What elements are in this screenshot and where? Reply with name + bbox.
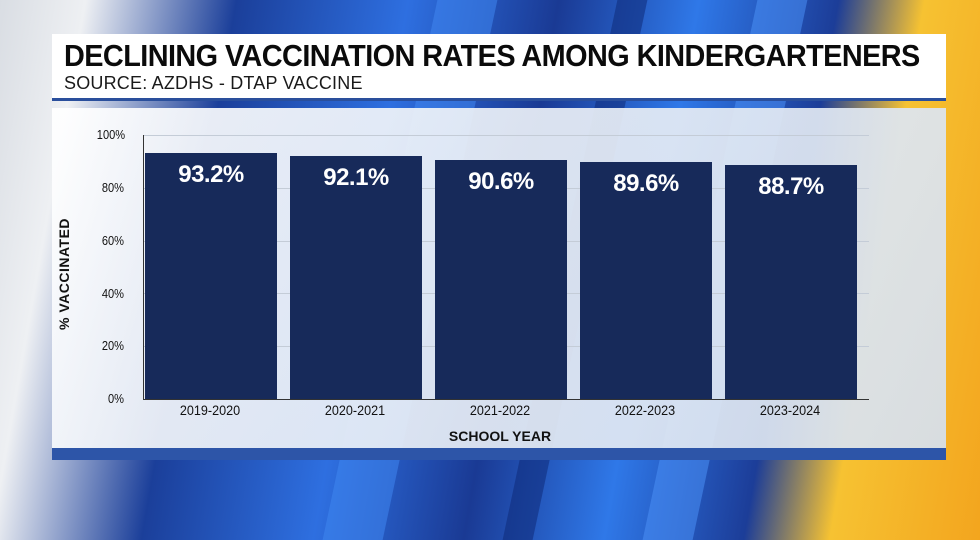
chart-source: SOURCE: AZDHS - DTAP VACCINE xyxy=(64,73,363,93)
bar-value-label: 93.2% xyxy=(178,160,244,188)
x-tick: 2022-2023 xyxy=(614,402,676,418)
x-axis-label: SCHOOL YEAR xyxy=(448,428,552,444)
bar: 90.6% xyxy=(435,159,567,399)
x-tick: 2023-2024 xyxy=(759,402,821,418)
bar-value-label: 88.7% xyxy=(758,172,824,200)
x-tick: 2021-2022 xyxy=(469,402,531,418)
bar: 88.7% xyxy=(725,164,857,399)
title-bar: DECLINING VACCINATION RATES AMONG KINDER… xyxy=(52,34,946,101)
gridline xyxy=(144,135,869,136)
y-tick: 0% xyxy=(108,391,124,406)
x-tick: 2020-2021 xyxy=(324,402,386,418)
bar: 89.6% xyxy=(580,162,712,399)
y-tick: 20% xyxy=(101,338,124,353)
y-tick: 80% xyxy=(101,180,124,195)
bar-value-label: 90.6% xyxy=(468,167,534,195)
x-tick: 2019-2020 xyxy=(179,402,241,418)
bar: 93.2% xyxy=(145,152,277,399)
y-axis-label: % VACCINATED xyxy=(56,217,72,330)
y-tick: 40% xyxy=(101,286,124,301)
bar: 92.1% xyxy=(290,155,422,399)
panel-bottom-bar xyxy=(52,448,946,460)
chart-title: DECLINING VACCINATION RATES AMONG KINDER… xyxy=(64,38,920,73)
bar-value-label: 92.1% xyxy=(323,163,389,191)
y-tick: 100% xyxy=(96,127,126,142)
bar-value-label: 89.6% xyxy=(613,170,679,198)
y-tick: 60% xyxy=(101,233,124,248)
plot-area: 93.2% 92.1% 90.6% 89.6% 88.7% xyxy=(143,135,869,400)
